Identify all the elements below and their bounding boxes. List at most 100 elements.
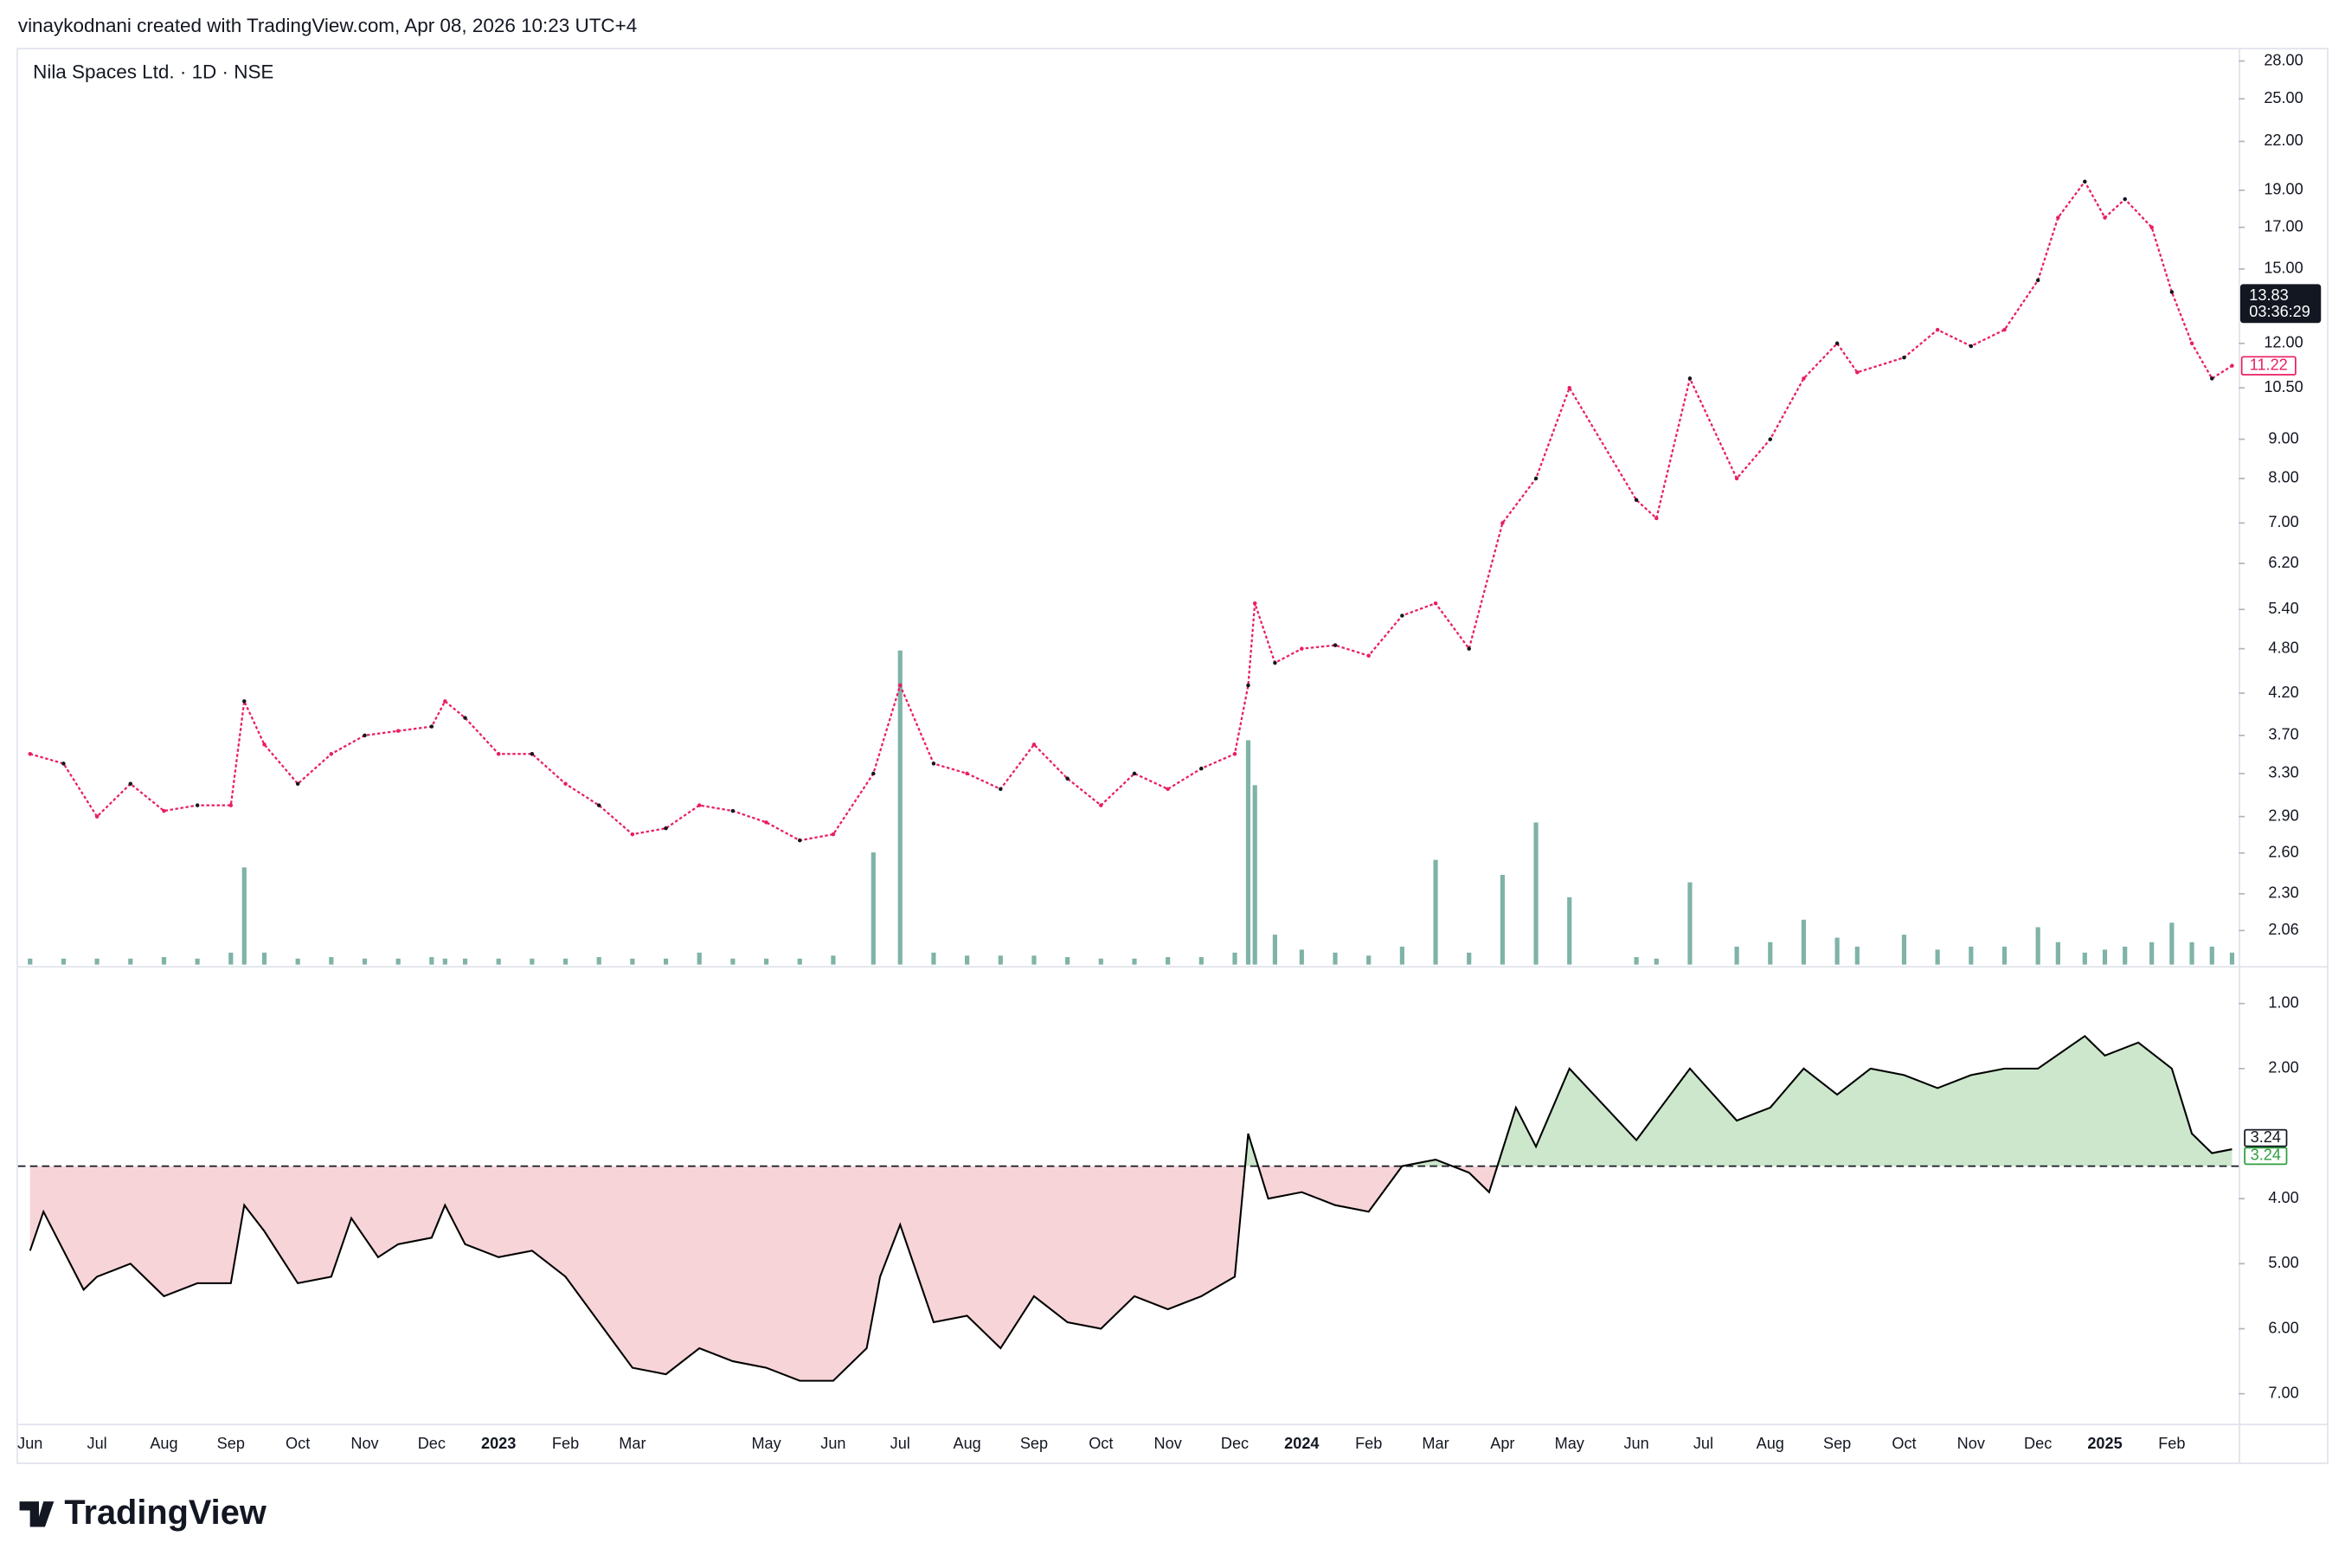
volume-bar [1500, 874, 1505, 965]
x-tick-label: Sep [217, 1435, 245, 1452]
x-tick-label: Oct [1892, 1435, 1916, 1452]
area-bottom [29, 1166, 2233, 1381]
price-point [1802, 376, 1806, 381]
price-point [1834, 341, 1840, 346]
price-point [931, 762, 936, 766]
x-tick-label: Jun [820, 1435, 845, 1452]
y-tick-label: 3.70 [2268, 726, 2298, 743]
y-tick-label: 28.00 [2264, 51, 2303, 68]
volume-bar [1333, 952, 1338, 965]
price-point [2169, 290, 2175, 294]
volume-bar [2102, 949, 2108, 965]
volume-bar [395, 958, 401, 965]
price-point [1333, 643, 1338, 647]
volume-bar [2035, 927, 2040, 965]
brand: TradingView [64, 1494, 266, 1532]
volume-bar [1399, 946, 1404, 965]
last-price-box [2239, 284, 2322, 324]
volume-bar [1533, 822, 1539, 965]
price-point [1300, 646, 1304, 651]
x-tick-label: Jul [1693, 1435, 1713, 1452]
volume-bar [1634, 957, 1639, 965]
volume-bar [871, 852, 876, 965]
price-point [730, 808, 736, 813]
price-point [1065, 776, 1070, 781]
price-point [798, 838, 802, 843]
price-point [2103, 215, 2107, 220]
x-tick-label: Dec [1221, 1435, 1249, 1452]
volume-bar [1801, 919, 1807, 965]
x-tick-label: Aug [1757, 1435, 1784, 1452]
price-point [28, 752, 33, 756]
y-tick-label: 9.00 [2268, 429, 2298, 447]
x-tick-label: Jun [17, 1435, 42, 1452]
price-point [965, 771, 969, 776]
price-point [195, 803, 200, 807]
volume-bar [2123, 946, 2128, 965]
price-point [295, 781, 300, 787]
volume-bar [462, 958, 468, 965]
volume-bar [1969, 946, 1974, 965]
volume-bar [763, 958, 769, 965]
volume-bar [562, 958, 569, 965]
volume-bar [1433, 859, 1438, 965]
y-tick-label: 6.20 [2268, 554, 2298, 571]
price-point [1567, 385, 1571, 390]
volume-bar [362, 958, 368, 965]
price-point [262, 742, 267, 747]
price-point [1400, 614, 1404, 618]
price-point [429, 724, 434, 729]
y-tick-label: 5.00 [2268, 1254, 2298, 1271]
x-tick-label: Jul [87, 1435, 107, 1452]
volume-bar [697, 952, 702, 965]
volume-bar [2209, 946, 2214, 965]
volume-bar [2149, 941, 2155, 965]
x-tick-label: Dec [2024, 1435, 2052, 1452]
price-point [1366, 653, 1371, 658]
y-tick-label: 15.00 [2264, 260, 2303, 277]
volume-bar [1272, 935, 1277, 965]
price-point [1099, 803, 1103, 807]
price-point [2210, 376, 2214, 381]
y-tick-label: 2.60 [2268, 844, 2298, 861]
last-value-box-fill [2244, 1147, 2288, 1166]
volume-bar [1132, 958, 1137, 965]
volume-bar [295, 958, 300, 965]
tradingview-logo: TradingView [19, 1494, 267, 1532]
volume-bar [2229, 952, 2235, 965]
volume-bar [630, 958, 635, 965]
price-point [530, 752, 535, 756]
y-tick-label: 1.00 [2268, 993, 2298, 1011]
price-point [242, 699, 247, 704]
price-point [1768, 437, 1773, 441]
volume-bar [797, 958, 802, 965]
price-point [1533, 476, 1539, 481]
price-point [1031, 742, 1037, 747]
x-tick-label: Oct [1089, 1435, 1113, 1452]
price-point [1500, 521, 1505, 525]
y-tick-label: 17.00 [2264, 217, 2303, 235]
volume-bar [195, 958, 200, 965]
last-value: 3.24 [2251, 1128, 2281, 1146]
y-tick-label: 2.90 [2268, 806, 2298, 824]
volume-bar [1031, 955, 1037, 965]
x-tick-label: Mar [1422, 1435, 1449, 1452]
price-point [395, 729, 401, 733]
volume-bar [1734, 946, 1739, 965]
price-point [596, 803, 601, 807]
price-point [443, 699, 447, 704]
x-tick-label: Nov [1154, 1435, 1182, 1452]
volume-bar [1232, 952, 1237, 965]
bar-countdown: 03:36:29 [2249, 303, 2310, 320]
y-tick-label: 5.40 [2268, 600, 2298, 617]
volume-bar [2082, 952, 2087, 965]
volume-bar [161, 957, 167, 965]
price-point [1902, 355, 1906, 360]
y-tick-label: 3.30 [2268, 764, 2298, 781]
volume-bar [1834, 937, 1840, 965]
last-value-box [2244, 1128, 2288, 1147]
volume-bar [2189, 941, 2194, 965]
x-tick-label: Sep [1020, 1435, 1048, 1452]
y-tick-label: 2.06 [2268, 921, 2298, 938]
credit: vinaykodnani created with TradingView.co… [18, 15, 637, 36]
